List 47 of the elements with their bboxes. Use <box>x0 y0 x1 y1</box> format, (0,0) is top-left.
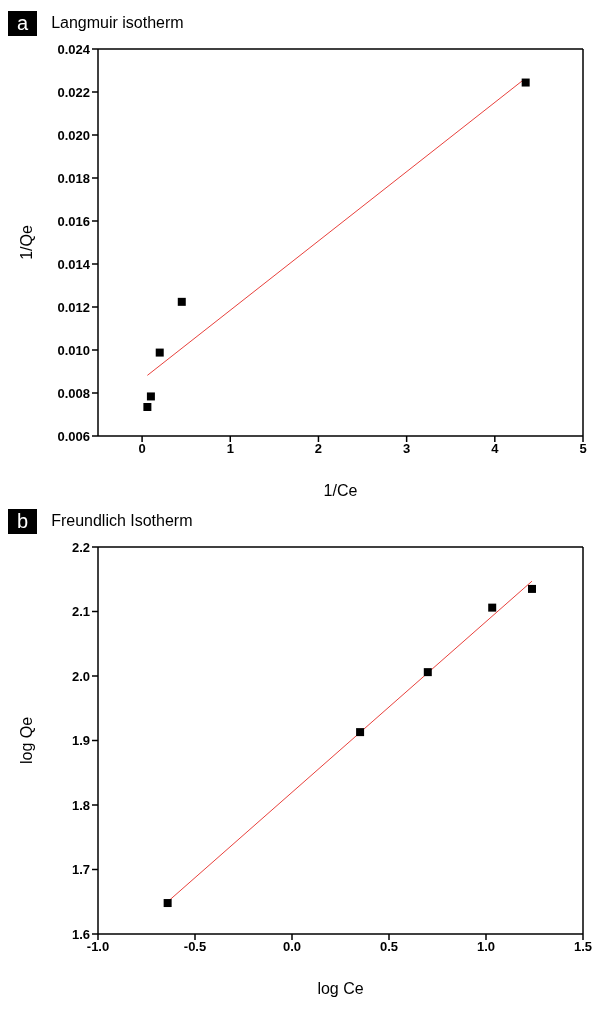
y-tick-label: 0.020 <box>57 127 90 143</box>
x-tick-label: -1.0 <box>86 939 110 955</box>
point <box>356 728 365 737</box>
point <box>423 668 432 677</box>
x-tick-label: 4 <box>491 441 500 457</box>
x-tick-label: 1.0 <box>476 939 496 955</box>
text: a <box>8 10 38 36</box>
point <box>155 348 164 357</box>
x-axis-title: 1/Ce <box>323 482 358 499</box>
y-tick-label: 2.2 <box>71 539 90 555</box>
y-tick-label: 1.9 <box>71 733 90 749</box>
point <box>521 78 530 87</box>
point <box>488 603 497 612</box>
y-axis-title: log Qe <box>17 716 35 765</box>
point <box>177 297 186 306</box>
y-tick-label: 1.8 <box>71 797 90 813</box>
chart-title: Freundlich Isotherm <box>51 512 193 530</box>
y-tick-label: 0.018 <box>57 170 90 186</box>
text: b <box>8 508 38 534</box>
x-tick-label: 2 <box>314 441 323 457</box>
chart-title: Langmuir isotherm <box>51 14 184 32</box>
y-tick-label: 0.006 <box>57 428 90 444</box>
y-tick-label: 1.7 <box>71 862 90 878</box>
point <box>146 392 155 401</box>
point <box>143 402 152 411</box>
x-tick-label: 0 <box>138 441 146 457</box>
y-tick-label: 0.010 <box>57 342 90 358</box>
x-tick-label: 0.5 <box>379 939 399 955</box>
y-tick-label: 0.014 <box>57 256 91 272</box>
y-tick-label: 0.008 <box>57 385 90 401</box>
y-tick-label: 0.024 <box>57 41 91 57</box>
y-tick-label: 0.022 <box>57 84 90 100</box>
y-tick-label: 1.6 <box>71 926 90 942</box>
y-tick-label: 0.016 <box>57 213 90 229</box>
x-tick-label: 0.0 <box>282 939 302 955</box>
y-tick-label: 0.012 <box>57 299 90 315</box>
x-tick-label: 1 <box>226 441 234 457</box>
x-tick-label: 1.5 <box>573 939 593 955</box>
x-tick-label: 5 <box>579 441 587 457</box>
x-tick-label: -0.5 <box>183 939 207 955</box>
x-axis-title: log Ce <box>317 980 364 997</box>
y-tick-label: 2.0 <box>71 668 90 684</box>
point <box>527 584 536 593</box>
point <box>163 899 172 908</box>
x-tick-label: 3 <box>403 441 411 457</box>
y-tick-label: 2.1 <box>71 604 90 620</box>
y-axis-title: 1/Qe <box>17 225 35 260</box>
